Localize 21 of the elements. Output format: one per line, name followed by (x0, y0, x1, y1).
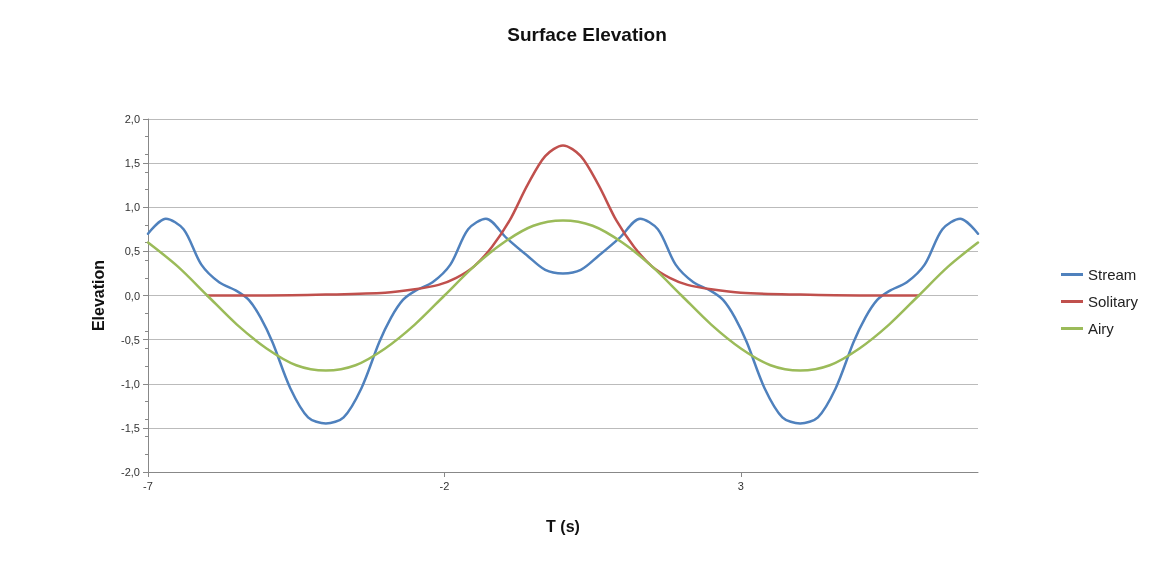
legend-label: Airy (1087, 320, 1115, 337)
line-series (146, 217, 980, 425)
x-axis-title: T (s) (546, 517, 580, 535)
y-tick-label: -2,0 (121, 466, 140, 478)
legend-label: Stream (1087, 266, 1137, 283)
y-tick-label: -0,5 (121, 333, 140, 346)
x-tick-label: -7 (143, 479, 153, 492)
legend-label: Solitary (1087, 293, 1139, 310)
y-tick-label: 0,0 (124, 289, 140, 302)
y-tick-label: -1,5 (121, 421, 140, 434)
y-tick-label: 1,0 (124, 201, 140, 214)
y-tick-label: 2,0 (124, 113, 140, 125)
line-series (146, 219, 980, 372)
x-tick-label: -2 (439, 479, 450, 492)
y-tick-label: 0,5 (124, 245, 140, 258)
y-tick-label: -1,0 (121, 377, 140, 390)
y-tick-label: 1,5 (124, 157, 140, 170)
chart-title: Surface Elevation (507, 24, 667, 45)
line-series (206, 144, 920, 297)
y-axis-title: Elevation (89, 259, 107, 332)
x-tick-label: 3 (737, 479, 744, 492)
